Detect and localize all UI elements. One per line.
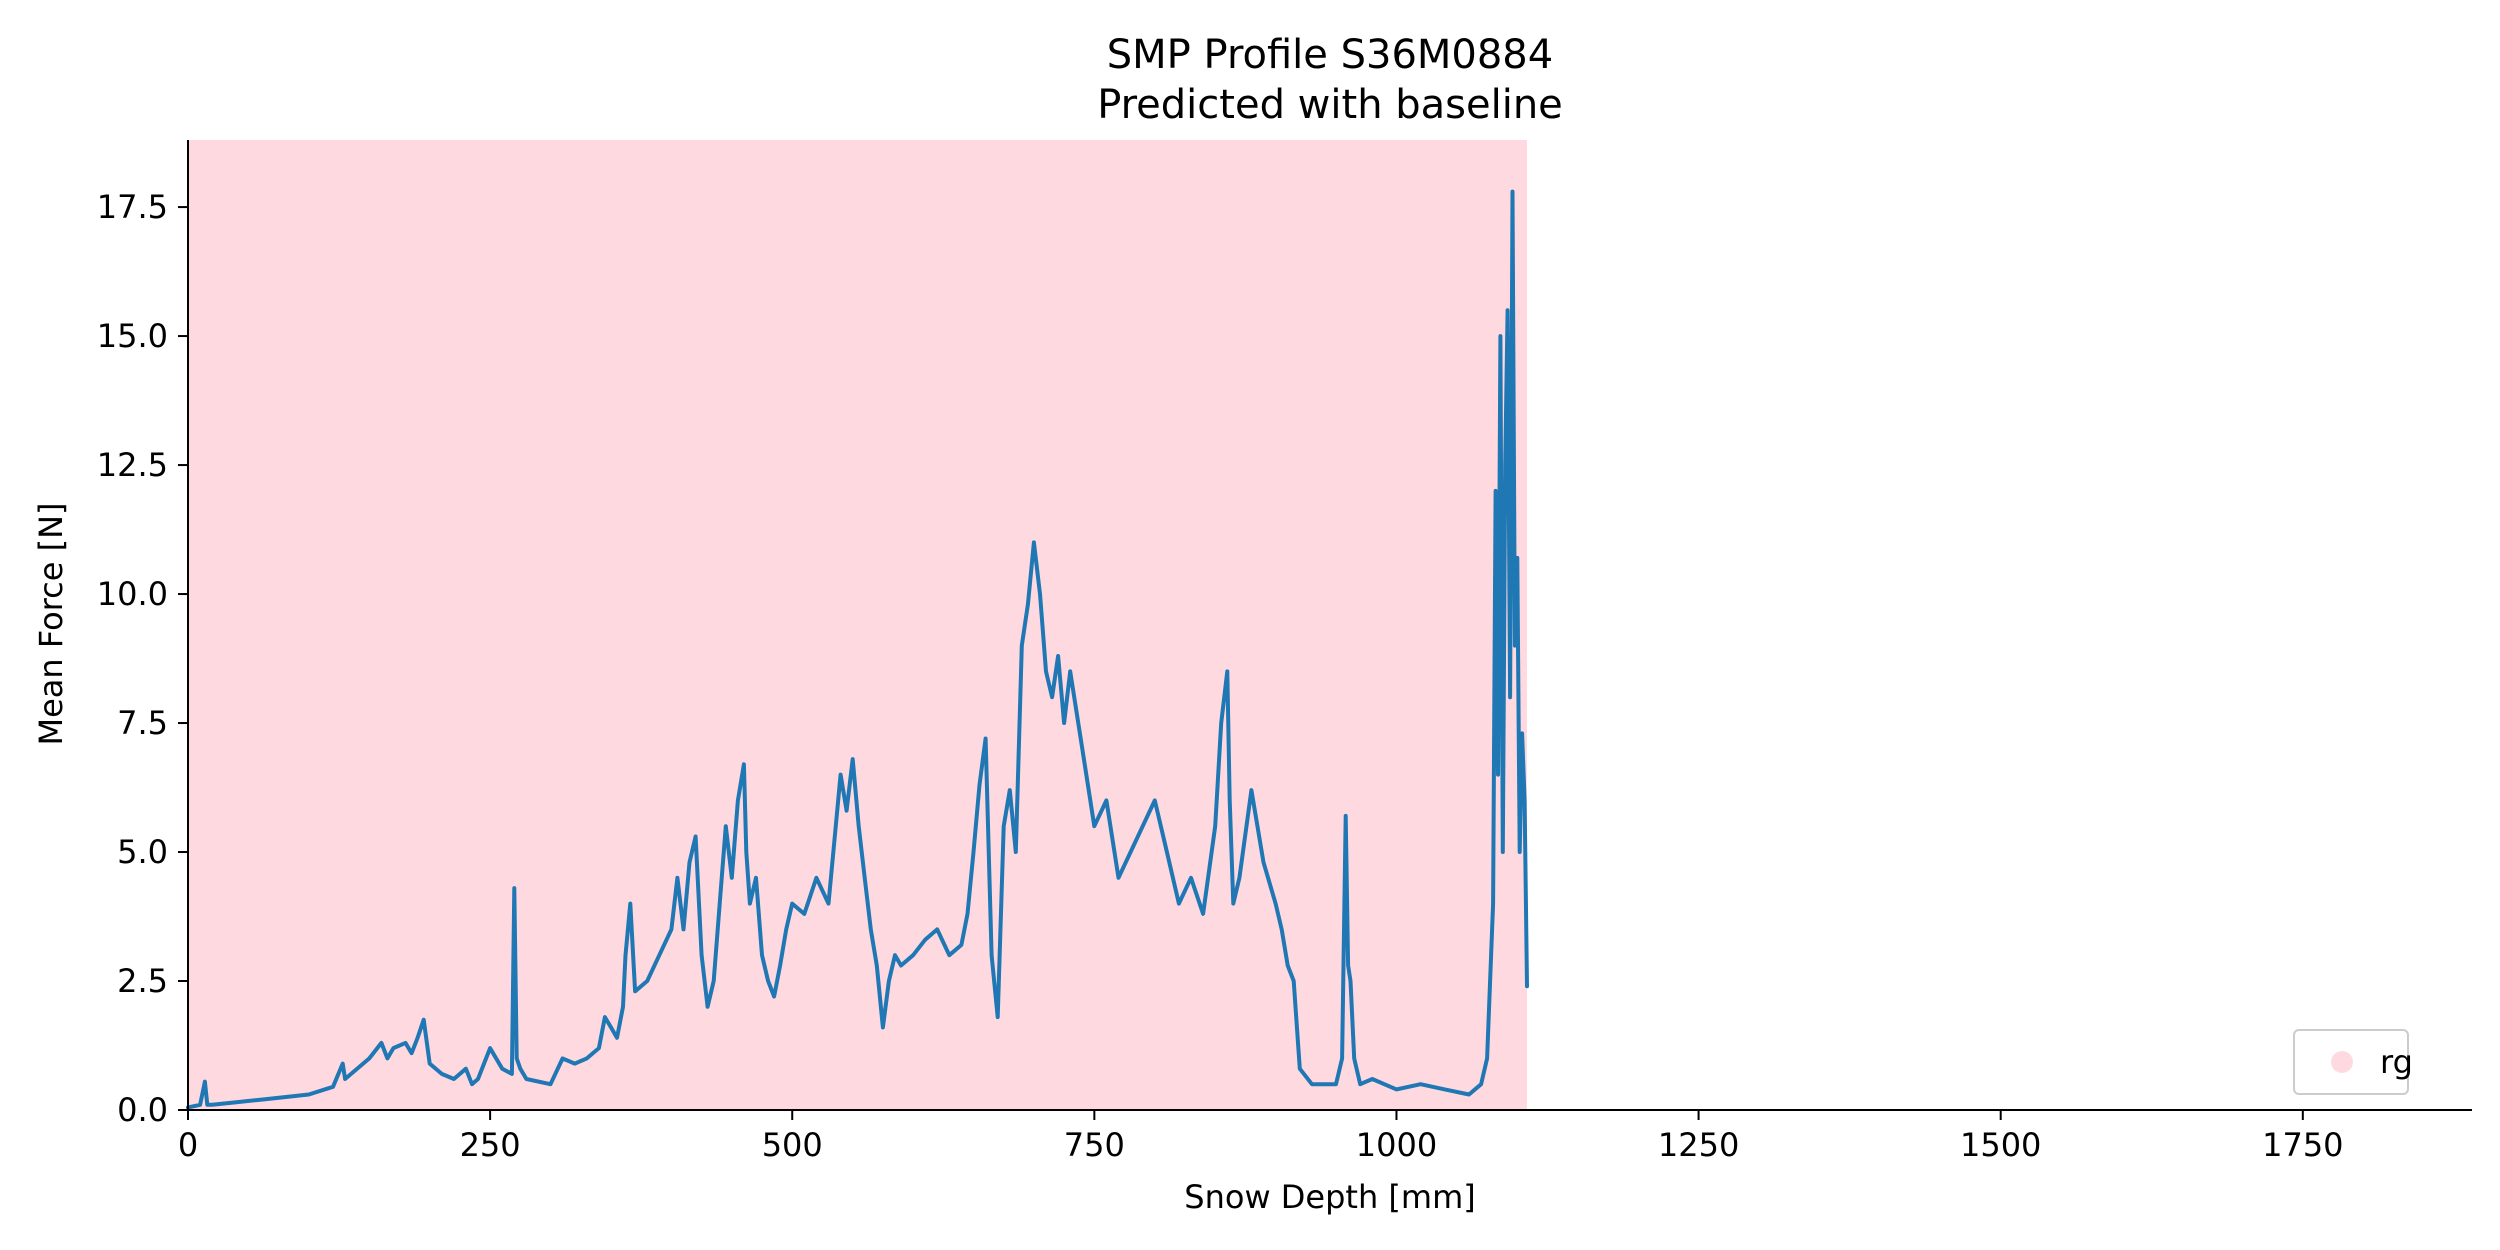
x-axis-ticks: 0 250 500 750 1000 1250 1500 1750 [178,1110,2344,1164]
y-tick-label: 2.5 [117,962,168,1000]
x-tick-label: 1500 [1960,1126,2041,1164]
y-axis-ticks: 0.0 2.5 5.0 7.5 10.0 12.5 15.0 17.5 [97,188,188,1129]
x-tick-label: 1750 [2262,1126,2343,1164]
chart-title: SMP Profile S36M0884 [1107,32,1553,78]
legend: rg [2293,1029,2413,1095]
y-tick-label: 5.0 [117,833,168,871]
x-tick-label: 1250 [1658,1126,1739,1164]
legend-marker-rg [2331,1051,2353,1073]
y-tick-label: 15.0 [97,317,168,355]
chart-subtitle: Predicted with baseline [1097,82,1563,128]
x-tick-label: 500 [762,1126,823,1164]
legend-label-rg: rg [2380,1043,2413,1081]
shaded-region-rg [188,140,1527,1110]
x-tick-label: 750 [1064,1126,1125,1164]
axes [187,140,2472,1111]
series-layer [186,189,1529,1110]
y-tick-label: 10.0 [97,575,168,613]
y-tick-label: 12.5 [97,446,168,484]
x-tick-label: 250 [460,1126,521,1164]
shaded-region-layer [188,140,1527,1110]
x-axis-label: Snow Depth [mm] [1184,1178,1475,1216]
y-tick-label: 7.5 [117,704,168,742]
x-tick-label: 0 [178,1126,198,1164]
y-axis-label: Mean Force [N] [32,502,70,745]
y-tick-label: 17.5 [97,188,168,226]
y-tick-label: 0.0 [117,1091,168,1129]
series-line-0 [186,189,1529,1110]
x-tick-label: 1000 [1356,1126,1437,1164]
